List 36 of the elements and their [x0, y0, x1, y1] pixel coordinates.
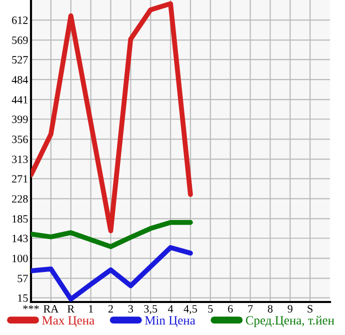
line-series: [31, 245, 193, 302]
y-tick-label: 271: [12, 175, 28, 183]
y-tick-label: 399: [12, 116, 28, 124]
x-tick-label: 4,5: [184, 305, 197, 314]
y-tick-label: 185: [12, 215, 28, 223]
x-tick-label: 8: [268, 305, 273, 313]
x-tick-label: ***: [23, 305, 39, 310]
y-tick-label: 100: [12, 254, 28, 262]
x-tick-label: RA: [44, 305, 59, 312]
y-tick-label: 57: [18, 274, 28, 282]
x-tick-label: 7: [248, 305, 253, 312]
y-tick-label: 313: [12, 156, 28, 164]
legend-label: Max Цена: [42, 316, 94, 328]
x-tick-label: S: [308, 305, 312, 313]
y-tick-label: 527: [12, 56, 28, 64]
y-tick-label: 612: [12, 16, 28, 24]
x-tick-label: 4: [168, 305, 174, 312]
x-tick-label: 5: [208, 305, 213, 313]
y-tick-label: 441: [12, 96, 28, 104]
y-tick-label: 15: [18, 294, 28, 302]
line-series: [31, 1, 193, 234]
x-tick-label: 6: [228, 305, 233, 313]
y-tick-label: 484: [12, 76, 28, 84]
x-tick-label: 9: [288, 305, 292, 313]
x-tick-label: 1: [89, 305, 93, 312]
legend-label: Min Цена: [144, 316, 196, 328]
legend-label: Сред.Цена, т.йен: [246, 316, 334, 328]
line-series: [31, 220, 193, 250]
y-tick-label: 228: [12, 195, 28, 203]
x-tick-label: R: [67, 305, 75, 312]
x-tick-label: 3: [128, 305, 134, 313]
y-tick-label: 143: [12, 234, 28, 242]
x-tick-label: 2: [108, 305, 113, 312]
y-tick-label: 356: [12, 136, 28, 144]
x-tick-label: 3,5: [144, 305, 158, 314]
y-tick-label: 569: [12, 36, 28, 44]
